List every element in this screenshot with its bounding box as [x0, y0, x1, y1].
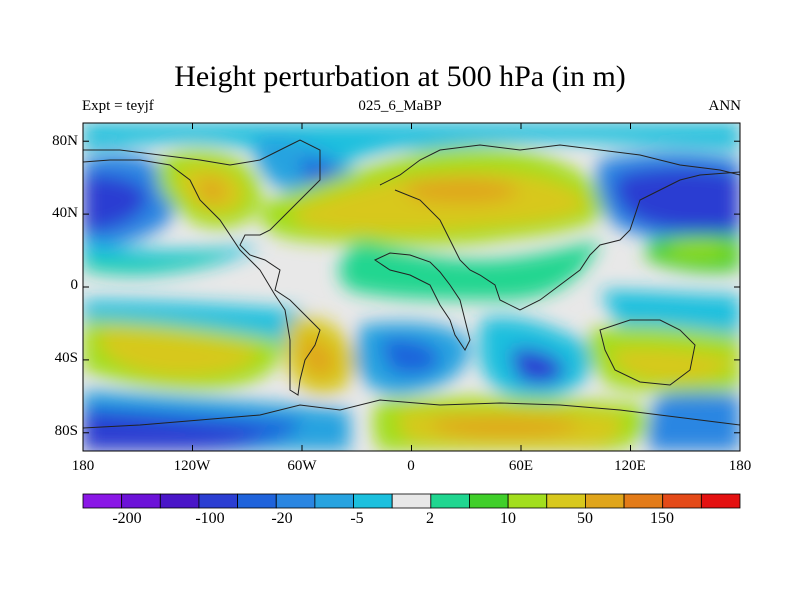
colorbar-swatch — [237, 493, 277, 509]
period-label: 025_6_MaBP — [358, 98, 442, 114]
colorbar-swatch — [391, 493, 432, 509]
colorbar-swatch — [159, 493, 200, 509]
colorbar-swatch — [430, 493, 470, 509]
colorbar-label: 150 — [650, 510, 674, 527]
lat-tick-label: 80N — [52, 133, 78, 149]
colorbar-swatch — [275, 493, 316, 509]
lat-tick-label: 40S — [54, 350, 78, 366]
lon-tick-label: 0 — [407, 458, 415, 474]
lon-tick-label: 180 — [71, 458, 95, 474]
colorbar-swatch — [469, 493, 509, 509]
colorbar-swatch — [507, 493, 548, 509]
chart-title: Height perturbation at 500 hPa (in m) — [174, 60, 626, 93]
lon-tick-label: 180 — [728, 458, 752, 474]
colorbar-swatch — [198, 493, 238, 509]
lat-tick-label: 40N — [52, 205, 78, 221]
lon-tick-label: 120E — [614, 458, 646, 474]
experiment-label: Expt = teyjf — [82, 98, 154, 114]
lat-tick-label: 80S — [54, 423, 78, 439]
colorbar-swatch — [585, 493, 625, 509]
colorbar-swatch — [353, 493, 393, 509]
colorbar-swatch — [121, 493, 161, 509]
lon-tick-label: 60E — [508, 458, 534, 474]
colorbar-label: 50 — [577, 510, 593, 527]
axis-ticks — [82, 123, 741, 451]
colorbar-label: 2 — [426, 510, 434, 527]
season-label: ANN — [708, 98, 742, 114]
colorbar-label: 10 — [500, 510, 516, 527]
lat-tick-label: 0 — [70, 277, 79, 293]
colorbar-label: -20 — [271, 510, 293, 527]
lon-tick-label: 120W — [173, 458, 211, 474]
colorbar-label: -5 — [350, 510, 364, 527]
colorbar-label: -100 — [195, 510, 225, 527]
colorbar-swatch — [662, 493, 702, 509]
lon-tick-label: 60W — [287, 458, 317, 474]
colorbar-swatch — [82, 493, 123, 509]
colorbar-label: -200 — [112, 510, 142, 527]
contour-field — [83, 123, 740, 451]
coastlines — [83, 139, 740, 429]
colorbar — [82, 493, 741, 509]
colorbar-swatch — [700, 493, 741, 509]
colorbar-swatch — [314, 493, 354, 509]
colorbar-swatch — [546, 493, 586, 509]
colorbar-swatch — [623, 493, 664, 509]
